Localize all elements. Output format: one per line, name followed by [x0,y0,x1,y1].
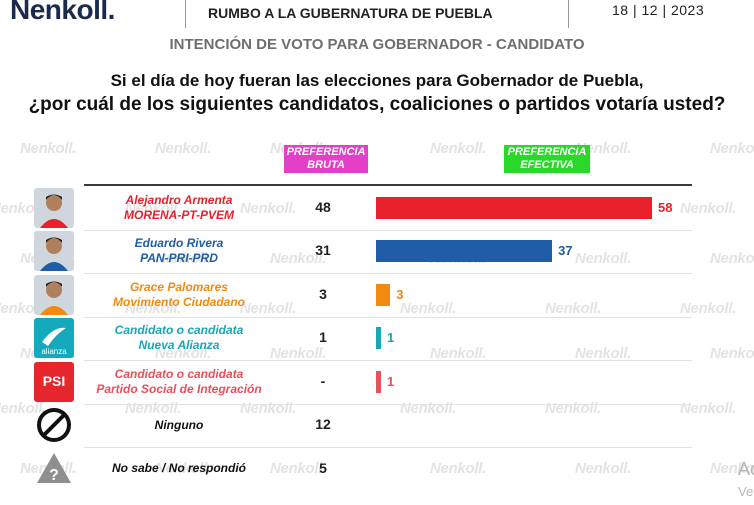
bruta-value: - [320,372,326,389]
candidate-name: Eduardo Rivera [134,236,224,251]
system-overlay-text: Ac [738,459,754,479]
watermark-text: Nenkoll. [575,345,631,362]
row-separator [84,447,692,448]
report-date: 18 | 12 | 2023 [612,2,705,18]
candidate-name: Alejandro Armenta [125,192,233,207]
watermark-text: Nenkoll. [710,250,754,267]
question-icon: ? [34,449,74,489]
efectiva-bar [376,283,391,306]
efectiva-bar [376,196,652,219]
watermark-text: Nenkoll. [680,400,736,417]
svg-text:?: ? [49,467,59,484]
row-separator [84,360,692,361]
candidate-photo [34,187,74,228]
bruta-value: 31 [315,242,331,259]
chart-subtitle: INTENCIÓN DE VOTO PARA GOBERNADOR - CAND… [169,36,585,53]
watermark-text: Nenkoll. [430,345,486,362]
watermark-text: Nenkoll. [155,140,211,157]
question-line-2: ¿por cuál de los siguientes candidatos, … [28,94,726,115]
party-name: Movimiento Ciudadano [113,294,245,309]
watermark-text: Nenkoll. [125,300,181,317]
row-separator [84,316,692,318]
candidate-label: No sabe / No respondió [84,461,274,476]
watermark-text: Nenkoll. [710,345,754,362]
candidate-label: Candidato o candidata Nueva Alianza [84,323,274,353]
candidate-label: Candidato o candidata Partido Social de I… [84,367,274,397]
watermark-text: Nenkoll. [125,200,181,217]
row-separator [84,403,692,405]
nueva-alianza-logo: alianza [34,318,74,359]
bruta-value: 1 [319,329,327,346]
efectiva-label: 3 [396,286,404,302]
watermark-text: Nenkoll. [680,200,736,217]
watermark-text: Nenkoll. [680,300,736,317]
watermark-text: Nenkoll. [710,460,754,477]
candidate-label: Eduardo Rivera PAN-PRI-PRD [84,236,274,266]
watermark-text: Nenkoll. [270,250,326,267]
candidate-name: Grace Palomares [129,279,229,294]
watermark-text: Nenkoll. [240,300,296,317]
watermark-text: Nenkoll. [710,140,754,157]
watermark-text: Nenkoll. [545,300,601,317]
candidate-photo [34,231,74,272]
party-name: MORENA-PT-PVEM [123,207,234,222]
header-divider [568,0,569,28]
efectiva-label: 1 [387,330,395,346]
watermark-text: Nenkoll. [155,250,211,267]
candidate-name: Ninguno [154,417,204,432]
efectiva-bar [376,240,553,263]
candidate-photo [34,274,74,315]
watermark-text: Nenkoll. [270,460,326,477]
candidate-name: Candidato o candidata [114,366,244,381]
question-line-1: Si el día de hoy fueran las elecciones p… [110,71,644,90]
efectiva-label: 58 [658,199,673,215]
svg-text:alianza: alianza [41,347,67,356]
prohibited-icon [34,405,74,445]
bruta-value: 12 [315,416,331,433]
table-top-rule [84,184,692,186]
candidate-name: Candidato o candidata [114,323,244,338]
party-name: PAN-PRI-PRD [140,251,218,266]
svg-text:PSI: PSI [43,373,66,389]
report-title: RUMBO A LA GUBERNATURA DE PUEBLA [208,5,493,21]
row-separator [84,273,692,274]
watermark-text: Nenkoll. [575,460,631,477]
party-name: Nueva Alianza [138,338,220,353]
bruta-value: 5 [319,459,327,476]
bruta-value: 3 [319,285,327,302]
candidate-label: Alejandro Armenta MORENA-PT-PVEM [84,193,274,223]
row-separator [84,229,692,231]
efectiva-bar [376,327,381,350]
watermark-text: Nenkoll. [575,250,631,267]
watermark-text: Nenkoll. [270,345,326,362]
psi-logo: PSI [34,361,74,402]
bruta-value: 48 [315,198,331,215]
watermark-text: Nenkoll. [155,460,211,477]
watermark-text: Nenkoll. [240,200,296,217]
watermark-text: Nenkoll. [430,140,486,157]
watermark-text: Nenkoll. [20,140,76,157]
watermark-text: Nenkoll. [400,300,456,317]
candidate-name: No sabe / No respondió [111,461,246,476]
efectiva-bar [376,370,381,393]
system-overlay-text: Ve [738,484,754,499]
column-header-efectiva: PREFERENCIA EFECTIVA [504,145,590,173]
candidate-label: Ninguno [84,418,274,433]
enkoll-logo: Nenkoll. [10,0,115,25]
party-name: Partido Social de Integración [96,381,262,396]
watermark-text: Nenkoll. [0,400,46,417]
candidate-label: Grace Palomares Movimiento Ciudadano [84,280,274,310]
header-divider [185,0,186,28]
efectiva-label: 1 [387,373,395,389]
watermark-text: Nenkoll. [155,345,211,362]
watermark-text: Nenkoll. [430,460,486,477]
efectiva-label: 37 [558,243,573,259]
column-header-bruta: PREFERENCIA BRUTA [284,145,368,173]
